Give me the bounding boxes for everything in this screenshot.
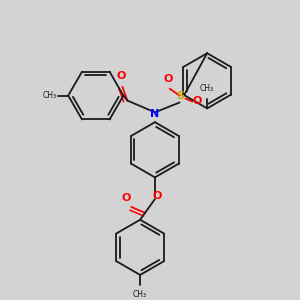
- Text: O: O: [193, 97, 202, 106]
- Text: CH₃: CH₃: [42, 91, 56, 100]
- Text: CH₃: CH₃: [133, 290, 147, 299]
- Text: O: O: [122, 193, 131, 203]
- Text: O: O: [163, 74, 172, 84]
- Text: CH₃: CH₃: [200, 84, 214, 93]
- Text: N: N: [150, 109, 160, 119]
- Text: O: O: [117, 71, 126, 81]
- Text: S: S: [176, 92, 184, 101]
- Text: O: O: [152, 191, 162, 201]
